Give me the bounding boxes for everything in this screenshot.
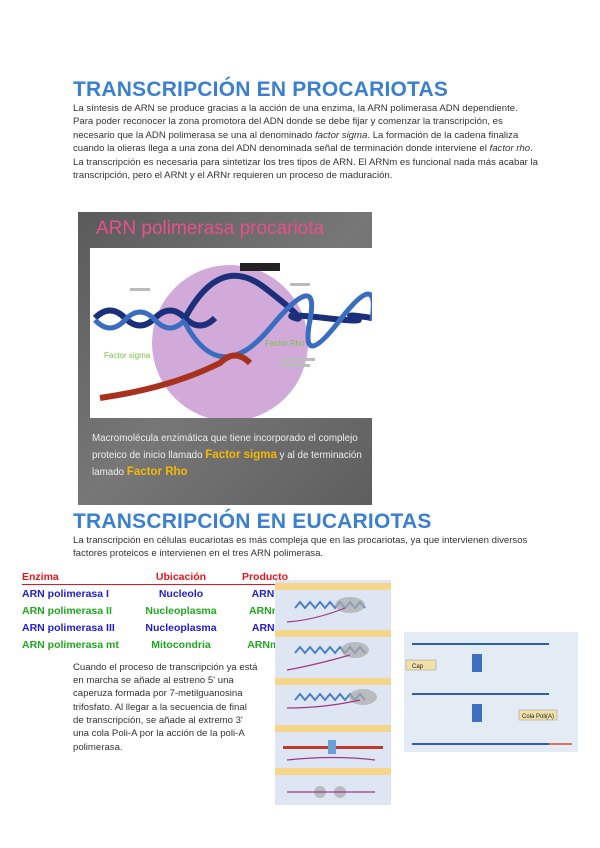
cap-label: Cap bbox=[412, 664, 424, 670]
figure-caption: Macromolécula enzimática que tiene incor… bbox=[92, 430, 372, 481]
text: . La formación de la cadena finaliza cua… bbox=[73, 129, 519, 155]
dna-polymerase-illustration: Factor sigma Factor Rho bbox=[92, 263, 376, 421]
section2-text: La transcripción en células eucariotas e… bbox=[22, 534, 562, 754]
table-row: ARN polimerasa mt Mitocondria ARNmt bbox=[22, 636, 290, 653]
figure-transcription-steps bbox=[275, 580, 391, 805]
text: . bbox=[530, 143, 533, 155]
section-title-procariotas: TRANSCRIPCIÓN EN PROCARIOTAS bbox=[73, 78, 449, 101]
text: Macromolécula enzimática que tiene incor… bbox=[92, 433, 358, 461]
text: y al de terminación lamado bbox=[92, 450, 362, 478]
rna-polymerase-table: Enzima Ubicación Producto ARN polimerasa… bbox=[22, 570, 290, 653]
highlight-factor-sigma: Factor sigma bbox=[205, 449, 277, 461]
section-title-eucariotas: TRANSCRIPCIÓN EN EUCARIOTAS bbox=[73, 510, 432, 533]
figure-mrna-processing: Cap Cola Poli(A) bbox=[404, 632, 578, 752]
cell: ARNr bbox=[251, 587, 279, 600]
polya-label: Cola Poli(A) bbox=[522, 714, 554, 720]
diagram: Factor sigma Factor Rho bbox=[90, 248, 376, 421]
cell: Nucleolo bbox=[158, 587, 204, 600]
cell: Mitocondria bbox=[151, 638, 211, 651]
paragraph: Cuando el proceso de transcripción ya es… bbox=[73, 661, 258, 753]
mrna-processing-illustration: Cap Cola Poli(A) bbox=[405, 643, 572, 745]
paragraph: La transcripción es necesaria para sinte… bbox=[73, 156, 538, 182]
figure-arn-polimerasa-procariota: ARN polimerasa procariota Factor sigma F… bbox=[78, 212, 376, 505]
cell: ARN polimerasa II bbox=[22, 604, 112, 617]
column-header: Ubicación bbox=[122, 570, 240, 585]
cell: ARN polimerasa I bbox=[22, 587, 109, 600]
figure-title: ARN polimerasa procariota bbox=[96, 218, 325, 239]
paragraph: La transcripción en células eucariotas e… bbox=[73, 535, 528, 560]
text: Para poder reconocer la zona promotora d… bbox=[73, 116, 503, 141]
highlight-factor-rho: Factor Rho bbox=[126, 466, 188, 478]
paragraph: Para poder reconocer la zona promotora d… bbox=[73, 115, 538, 155]
cell: ARN polimerasa mt bbox=[22, 638, 119, 651]
term-factor-sigma: factor sigma bbox=[315, 129, 368, 141]
table-row: ARN polimerasa I Nucleolo ARNr bbox=[22, 584, 290, 602]
transcription-steps-illustration bbox=[275, 583, 391, 798]
cell: ARN polimerasa III bbox=[22, 621, 115, 634]
table-row: ARN polimerasa II Nucleoplasma ARNm bbox=[22, 602, 290, 619]
table-row: ARN polimerasa III Nucleoplasma ARNt bbox=[22, 619, 290, 636]
term-factor-rho: factor rho bbox=[489, 143, 531, 155]
paragraph: La síntesis de ARN se produce gracias a … bbox=[73, 103, 518, 114]
label-factor-sigma: Factor sigma bbox=[104, 351, 151, 360]
cell: ARNm bbox=[248, 604, 282, 617]
section1-text: La síntesis de ARN se produce gracias a … bbox=[73, 102, 538, 182]
cell: ARNt bbox=[251, 621, 279, 634]
cell: ARNmt bbox=[247, 638, 283, 651]
label-factor-rho: Factor Rho bbox=[265, 339, 305, 348]
column-header: Enzima bbox=[22, 570, 122, 585]
table-header-row: Enzima Ubicación Producto bbox=[22, 570, 290, 585]
cell: Nucleoplasma bbox=[145, 621, 217, 634]
cell: Nucleoplasma bbox=[145, 604, 217, 617]
